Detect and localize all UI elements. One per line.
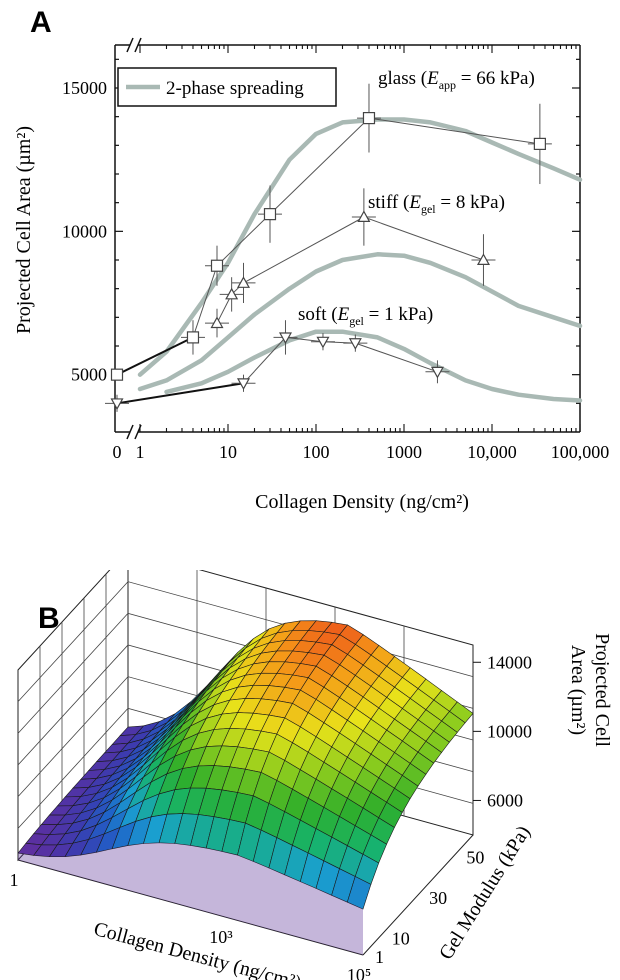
axis-break-mark [134, 37, 142, 53]
data-point [210, 259, 224, 272]
annotation-stiff: stiff (Egel = 8 kPa) [368, 192, 505, 216]
data-point [348, 338, 362, 350]
data-point [476, 253, 490, 265]
x-tick-label: 1 [136, 442, 145, 462]
x-tick-label-b: 10⁵ [347, 965, 371, 980]
floor-edge [362, 834, 474, 956]
series-stiff [205, 188, 496, 338]
axis-break-mark [126, 424, 134, 440]
annotations: glass (Eapp = 66 kPa) stiff (Egel = 8 kPa… [298, 68, 535, 328]
series-line [243, 216, 365, 284]
axis-break-mark [126, 37, 134, 53]
stiff-fit-curve [137, 252, 583, 392]
y-tick-label: 10000 [62, 221, 107, 241]
x-axis-label-a: Collagen Density (ng/cm²) [255, 491, 469, 513]
data-point [110, 398, 124, 411]
x-tick-label: 1000 [386, 442, 422, 462]
data-point [263, 208, 277, 221]
surface-plot [17, 620, 474, 955]
chart-panel-a: A 5000 10000 15000 0 1 10 100 1000 10,000 100,000… [13, 6, 609, 513]
legend-entry: 2-phase spreading [166, 78, 304, 99]
glass-fit-curve [137, 117, 583, 377]
data-point [236, 276, 251, 288]
axes-a [114, 37, 581, 440]
series-line [269, 117, 370, 215]
data-point [225, 287, 239, 300]
data-point [110, 368, 124, 381]
surface-skirt [18, 842, 363, 955]
z-axis-label-b: Area (µm²) [567, 645, 589, 735]
series-line [243, 337, 286, 384]
axis-break-gap [130, 426, 138, 438]
annotation-glass: glass (Eapp = 66 kPa) [378, 68, 535, 92]
annotation-soft: soft (Egel = 1 kPa) [298, 304, 433, 328]
y-tick-label: 15000 [62, 78, 107, 98]
series-line [116, 382, 244, 405]
data-point [362, 111, 376, 125]
tick-labels-b: 1 10³ 10⁵ 1 10 30 50 6000 10000 14000 [10, 652, 533, 980]
series-soft [105, 320, 450, 412]
z-axis-label-b: Projected Cell [591, 633, 613, 747]
series-line [116, 336, 194, 376]
z-tick-label-b: 10000 [487, 721, 532, 741]
series-line [355, 342, 438, 373]
data-point [186, 331, 200, 344]
surface-cell [346, 876, 372, 910]
data-point [278, 332, 293, 345]
data-point [533, 137, 546, 150]
series-line [285, 336, 324, 343]
series-line [368, 117, 540, 145]
y-tick-label-b: 30 [429, 888, 447, 908]
x-tick-label-b: 10³ [209, 927, 233, 947]
y-tick-label: 5000 [71, 365, 107, 385]
data-series [105, 83, 552, 412]
fit-curves [137, 117, 583, 403]
x-tick-label: 0 [113, 442, 122, 462]
y-axis-label-a: Projected Cell Area (µm²) [13, 126, 35, 334]
floor-edge [17, 859, 364, 956]
panel-letter-a: A [30, 6, 52, 39]
data-point [236, 378, 251, 391]
y-axis-label-b: Gel Modulus (kPa) [435, 822, 535, 964]
y-tick-label-b: 10 [392, 929, 410, 949]
panel-letter-b: B [38, 602, 60, 635]
axis-break-gap [130, 39, 138, 51]
data-point [316, 336, 330, 349]
tick-labels-a: 5000 10000 15000 0 1 10 100 1000 10,000 100,000 [62, 78, 609, 462]
x-tick-label: 10,000 [467, 442, 517, 462]
z-tick-label-b: 6000 [487, 790, 523, 810]
series-line [216, 213, 271, 267]
data-point [357, 210, 371, 222]
series-glass [110, 83, 552, 381]
x-tick-label: 10 [219, 442, 237, 462]
data-point [210, 316, 224, 329]
soft-fit-curve [164, 329, 583, 403]
x-tick-label: 100,000 [551, 442, 610, 462]
x-tick-label: 100 [303, 442, 330, 462]
z-tick-label-b: 14000 [487, 652, 532, 672]
y-tick-label-b: 50 [466, 847, 484, 867]
y-tick-label-b: 1 [375, 947, 384, 967]
data-point [430, 366, 444, 379]
series-line [363, 216, 484, 261]
series-line [192, 265, 218, 338]
legend: 2-phase spreading [117, 67, 337, 107]
x-tick-label-b: 1 [10, 870, 19, 890]
